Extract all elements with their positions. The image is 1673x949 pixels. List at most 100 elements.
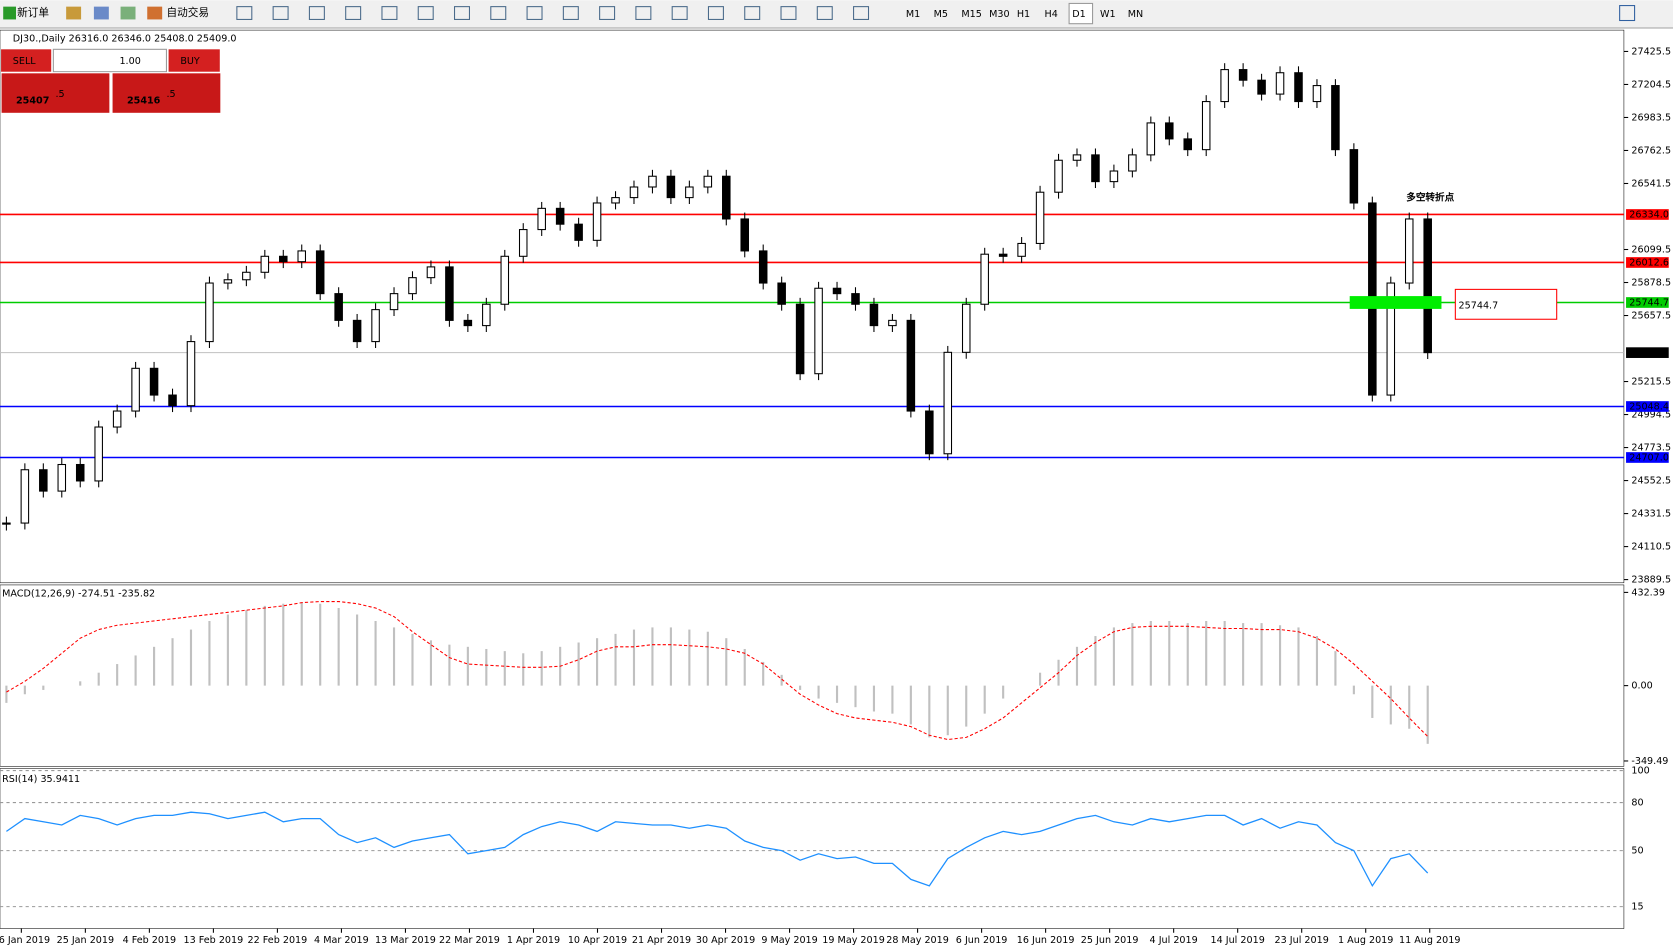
tool-icon[interactable] xyxy=(381,6,398,20)
candle xyxy=(315,250,325,295)
x-tick-label: 11 Aug 2019 xyxy=(1399,935,1460,946)
tool-icon[interactable] xyxy=(66,6,82,20)
timeframe-button[interactable]: D1 xyxy=(1072,9,1086,20)
candle xyxy=(851,293,860,305)
candle xyxy=(832,287,842,295)
candle xyxy=(297,250,307,263)
y-tick-label: 24331.5 xyxy=(1631,509,1671,520)
x-tick-label: 22 Mar 2019 xyxy=(439,935,500,946)
candle xyxy=(1128,154,1137,172)
candle xyxy=(500,255,510,305)
tool-icon[interactable] xyxy=(780,6,797,20)
candle xyxy=(537,207,546,231)
new-order-icon[interactable] xyxy=(3,6,17,20)
tool-icon[interactable] xyxy=(308,6,325,20)
candle xyxy=(703,175,713,188)
candle xyxy=(906,319,916,412)
buy-label[interactable]: BUY xyxy=(180,56,200,67)
candle xyxy=(1404,218,1414,284)
annotation-value: 25744.7 xyxy=(1459,300,1499,311)
tool-icon[interactable] xyxy=(635,6,652,20)
tool-icon[interactable] xyxy=(744,6,761,20)
timeframe-button[interactable]: M1 xyxy=(906,9,920,20)
candle xyxy=(1386,282,1396,396)
ask-price[interactable]: 25416 xyxy=(127,96,161,107)
x-tick-label: 19 May 2019 xyxy=(822,935,885,946)
tool-icon[interactable] xyxy=(671,6,688,20)
candle xyxy=(1165,122,1174,140)
candle xyxy=(758,250,768,284)
candle xyxy=(574,223,583,241)
x-tick-label: 4 Mar 2019 xyxy=(314,935,369,946)
x-tick-label: 21 Apr 2019 xyxy=(632,935,691,946)
x-tick-label: 4 Feb 2019 xyxy=(123,935,177,946)
lot-value[interactable]: 1.00 xyxy=(119,56,140,67)
candle xyxy=(685,186,694,199)
level-label-bg xyxy=(1626,209,1669,220)
buy-button[interactable] xyxy=(168,49,220,72)
x-tick-label: 25 Jan 2019 xyxy=(57,935,115,946)
level-marker xyxy=(1349,296,1442,309)
y-tick-label: 27204.5 xyxy=(1631,79,1671,90)
timeframe-button[interactable]: M30 xyxy=(989,9,1010,20)
level-label: 25409.0 xyxy=(1629,348,1669,359)
candle xyxy=(1257,79,1266,95)
candle xyxy=(463,319,473,327)
candle xyxy=(242,271,251,281)
timeframe-button[interactable]: M15 xyxy=(961,9,982,20)
auto-trading-button[interactable]: 自动交易 xyxy=(166,6,209,19)
y-tick-label: 23889.5 xyxy=(1631,575,1671,586)
tool-icon[interactable] xyxy=(490,6,507,20)
macd-pane xyxy=(0,584,1625,767)
bid-box[interactable] xyxy=(0,72,111,114)
candle xyxy=(629,186,639,199)
level-label-bg xyxy=(1626,347,1669,358)
tool-icon[interactable] xyxy=(526,6,543,20)
annotation: 多空转折点 xyxy=(1406,192,1454,204)
level-label: 26334.0 xyxy=(1629,209,1669,220)
tool-icon[interactable] xyxy=(345,6,362,20)
y-tick-label: 24994.5 xyxy=(1631,410,1671,421)
search-icon[interactable] xyxy=(1619,5,1636,22)
tool-icon[interactable] xyxy=(272,6,289,20)
tool-icon[interactable] xyxy=(453,6,470,20)
timeframe-button[interactable]: MN xyxy=(1128,9,1143,20)
candle xyxy=(961,303,971,353)
candle xyxy=(888,319,897,327)
timeframe-button[interactable]: H1 xyxy=(1017,9,1030,20)
x-tick-label: 1 Aug 2019 xyxy=(1338,935,1393,946)
tool-icon[interactable] xyxy=(93,6,109,20)
tool-icon[interactable] xyxy=(236,6,253,20)
tool-icon[interactable] xyxy=(120,6,136,20)
toolbar xyxy=(0,0,1673,28)
timeframe-button[interactable]: W1 xyxy=(1100,9,1116,20)
bid-fraction[interactable]: .5 xyxy=(55,89,64,100)
tool-icon[interactable] xyxy=(816,6,833,20)
tool-icon[interactable] xyxy=(707,6,724,20)
sell-button[interactable] xyxy=(1,49,52,72)
ask-fraction[interactable]: .5 xyxy=(166,89,175,100)
candle xyxy=(482,303,491,327)
rsi-title: RSI(14) 35.9411 xyxy=(2,774,80,785)
macd-title: MACD(12,26,9) -274.51 -235.82 xyxy=(2,588,155,599)
tool-icon[interactable] xyxy=(562,6,579,20)
candle xyxy=(75,463,85,482)
x-tick-label: 16 Jan 2019 xyxy=(0,935,50,946)
x-tick-label: 4 Jul 2019 xyxy=(1150,935,1198,946)
candle xyxy=(371,309,380,343)
auto-trading-icon[interactable] xyxy=(147,6,163,20)
level-label-bg xyxy=(1626,401,1669,412)
candle xyxy=(389,293,399,311)
tool-icon[interactable] xyxy=(417,6,434,20)
tool-icon[interactable] xyxy=(853,6,870,20)
new-order-button[interactable]: 新订单 xyxy=(17,6,49,19)
tool-icon[interactable] xyxy=(599,6,616,20)
y-tick-label: 24552.5 xyxy=(1631,476,1671,487)
candle xyxy=(39,469,48,492)
bid-price[interactable]: 25407 xyxy=(16,96,49,107)
timeframe-button[interactable]: H4 xyxy=(1045,9,1058,20)
ask-box[interactable] xyxy=(111,72,222,114)
sell-label[interactable]: SELL xyxy=(13,56,36,67)
timeframe-button[interactable]: M5 xyxy=(934,9,948,20)
lot-input[interactable] xyxy=(52,48,167,73)
